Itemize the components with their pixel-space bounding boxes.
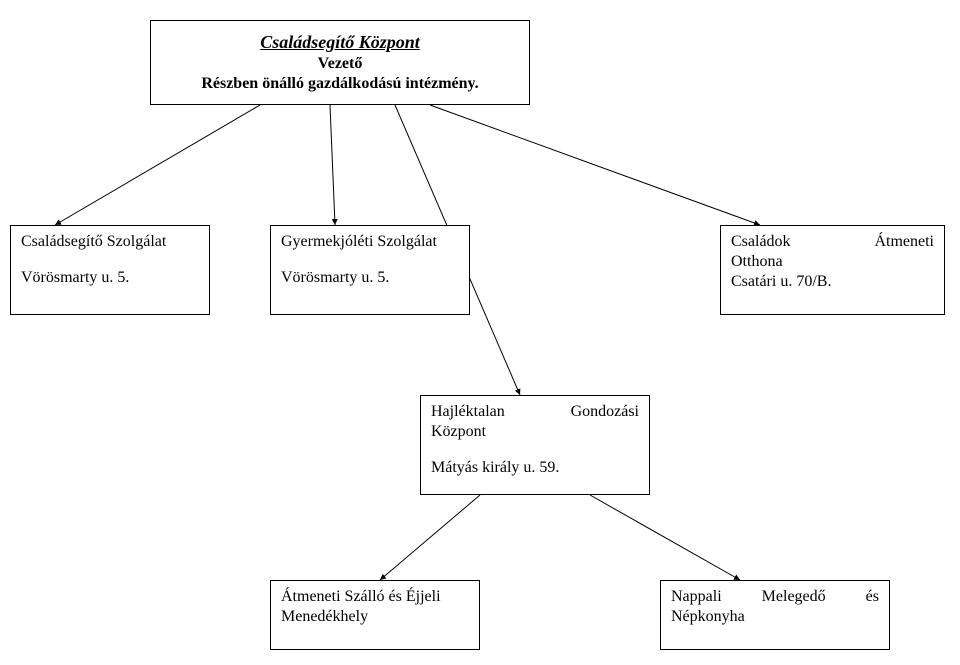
root-line2: Vezető xyxy=(161,54,519,74)
b6-line1-right: és xyxy=(866,587,879,607)
b3-line3: Csatári u. 70/B. xyxy=(731,272,934,292)
b1-line2: Vörösmarty u. 5. xyxy=(21,268,199,288)
node-b1: Családsegítő Szolgálat Vörösmarty u. 5. xyxy=(10,225,210,315)
b6-line1-left: Nappali xyxy=(671,587,722,607)
edge-b4-b5 xyxy=(380,495,480,580)
b3-line2: Otthona xyxy=(731,252,934,272)
b4-line1-left: Hajléktalan xyxy=(431,402,505,422)
b4-line1-right: Gondozási xyxy=(571,402,639,422)
b2-line2: Vörösmarty u. 5. xyxy=(281,268,459,288)
b3-line1-left: Családok xyxy=(731,232,791,252)
b3-line1-right: Átmeneti xyxy=(874,232,934,252)
b6-line1-mid: Melegedő xyxy=(762,587,826,607)
root-node: Családsegítő Központ Vezető Részben önál… xyxy=(150,20,530,105)
b5-line2: Menedékhely xyxy=(281,607,469,627)
root-title: Családsegítő Központ xyxy=(161,31,519,54)
diagram-canvas: Családsegítő Központ Vezető Részben önál… xyxy=(0,0,960,665)
root-line3: Részben önálló gazdálkodású intézmény. xyxy=(161,74,519,94)
edge-root-b1 xyxy=(55,105,260,225)
b4-line3: Mátyás király u. 59. xyxy=(431,458,639,478)
b1-line1: Családsegítő Szolgálat xyxy=(21,232,199,252)
edge-root-b3 xyxy=(430,105,760,225)
b6-line2: Népkonyha xyxy=(671,607,879,627)
edge-b4-b6 xyxy=(590,495,740,580)
node-b4: Hajléktalan Gondozási Központ Mátyás kir… xyxy=(420,395,650,495)
node-b5: Átmeneti Szálló és Éjjeli Menedékhely xyxy=(270,580,480,650)
node-b6: Nappali Melegedő és Népkonyha xyxy=(660,580,890,650)
edge-root-b2 xyxy=(330,105,335,225)
node-b3: Családok Átmeneti Otthona Csatári u. 70/… xyxy=(720,225,945,315)
b5-line1: Átmeneti Szálló és Éjjeli xyxy=(281,587,469,607)
node-b2: Gyermekjóléti Szolgálat Vörösmarty u. 5. xyxy=(270,225,470,315)
b2-line1: Gyermekjóléti Szolgálat xyxy=(281,232,459,252)
b4-line2: Központ xyxy=(431,422,639,442)
